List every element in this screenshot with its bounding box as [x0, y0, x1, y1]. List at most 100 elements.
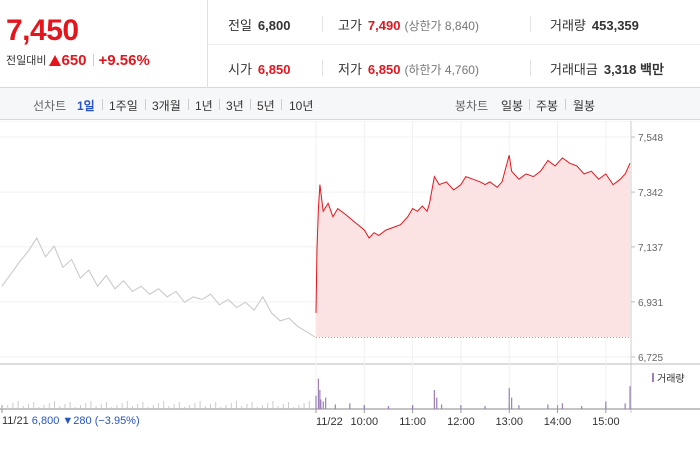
prev-day-volume-bar — [204, 406, 206, 409]
prev-day-volume-bar — [251, 402, 253, 409]
price-chart-area[interactable]: 7,548 7,342 7,137 6,931 6,725 11/22 10:00 11:00… — [0, 120, 700, 450]
prev-close-value: 6,800 — [257, 18, 291, 33]
period-tabbar: 선차트 1일 1주일 3개월 1년 3년 5년 10년 봉차트 일봉 주봉 월봉 — [0, 88, 700, 120]
tab-1w[interactable]: 1주일 — [109, 99, 138, 113]
prev-day-volume-bar — [225, 405, 227, 409]
divider — [322, 60, 323, 76]
prev-day-volume-bar — [137, 404, 139, 409]
tab-weekly-candle[interactable]: 주봉 — [536, 99, 559, 113]
prev-day-change: 280 — [73, 415, 92, 427]
divider — [188, 99, 189, 110]
prev-day-volume-bar — [74, 407, 76, 409]
y-tick-label: 7,137 — [638, 243, 663, 254]
prev-day-volume-bar — [48, 403, 50, 409]
prev-day-volume-bar — [43, 405, 45, 409]
tab-5y[interactable]: 5년 — [257, 99, 275, 113]
volume-bar — [320, 399, 322, 409]
prev-day-volume-bar — [282, 404, 284, 409]
volume-value: 453,359 — [591, 18, 639, 33]
prev-day-volume-bar — [230, 403, 232, 409]
prev-day-volume-bar — [288, 402, 289, 409]
trade-amount-label: 거래대금 — [550, 62, 598, 77]
volume-bar — [484, 405, 486, 409]
prev-day-volume-bar — [28, 404, 29, 409]
prev-day-volume-bar — [38, 407, 40, 409]
open: 시가 6,850 — [228, 59, 290, 78]
prev-day-change-rate: (−3.95%) — [94, 415, 140, 427]
prev-day-volume-bar — [64, 404, 66, 409]
prev-day-volume-bar — [100, 404, 102, 409]
tab-monthly-candle[interactable]: 월봉 — [573, 99, 596, 113]
volume-bar — [322, 401, 324, 409]
divider — [102, 99, 103, 110]
prev-day-volume-bar — [85, 403, 87, 409]
volume-bar — [319, 390, 321, 409]
open-value: 6,850 — [257, 62, 291, 77]
volume-bar — [433, 390, 435, 409]
prev-day-volume-bar — [132, 406, 133, 409]
open-label: 시가 — [228, 62, 252, 77]
prev-day-volume-bar — [298, 405, 300, 409]
row-divider — [208, 44, 700, 45]
trade-amount-value: 3,318 백만 — [603, 62, 664, 77]
volume: 거래량 453,359 — [550, 15, 639, 34]
prev-day-volume-bar — [147, 407, 149, 409]
today-price-line — [315, 155, 631, 313]
quote-header: 7,450 전일대비 650 +9.56% 전일 6,800 고가 7,490 (상한가 … — [0, 0, 700, 88]
tab-10y[interactable]: 10년 — [289, 99, 314, 113]
prev-day-volume-bar — [246, 404, 248, 409]
price-chart[interactable]: 7,548 7,342 7,137 6,931 6,725 11/22 10:00 11:00… — [0, 120, 700, 450]
volume-bar — [561, 403, 563, 409]
prev-day-volume-bar — [7, 405, 9, 409]
prev-day-volume-bar — [178, 402, 180, 409]
low-value: 6,850 — [367, 62, 401, 77]
tab-1d[interactable]: 1일 — [77, 99, 95, 113]
tab-1y[interactable]: 1년 — [195, 99, 213, 113]
prev-day-volume-bar — [168, 406, 170, 409]
low-label: 저가 — [338, 62, 362, 77]
x-tick-label: 13:00 — [495, 416, 523, 428]
volume-bar — [387, 405, 390, 409]
x-tick-label: 12:00 — [447, 416, 475, 428]
prev-day-volume-bar — [241, 406, 243, 409]
current-price: 7,450 — [6, 14, 79, 47]
prev-day-summary: 11/21 6,800 ▼280 (−3.95%) — [2, 415, 140, 427]
high-label: 고가 — [338, 18, 362, 33]
prev-day-volume-bar — [293, 407, 295, 409]
prev-day-volume-bar — [210, 404, 211, 409]
down-triangle-icon: ▼ — [59, 415, 74, 427]
prev-day-volume-bar — [194, 403, 196, 409]
change-value: 650 — [61, 52, 87, 69]
tab-3y[interactable]: 3년 — [226, 99, 244, 113]
prev-day-volume-bar — [303, 403, 305, 409]
tab-daily-candle[interactable]: 일봉 — [501, 99, 524, 113]
prev-close: 전일 6,800 — [228, 15, 290, 34]
today-price-area — [316, 155, 630, 337]
prev-day-volume-bar — [33, 402, 35, 409]
volume-bar — [605, 401, 607, 409]
prev-close-label: 전일 — [228, 18, 252, 33]
lower-limit: (하한가 4,760) — [404, 63, 479, 77]
prev-day-volume-bar — [220, 407, 222, 409]
volume-bar — [325, 397, 327, 409]
tab-3m[interactable]: 3개월 — [152, 99, 181, 113]
divider — [145, 99, 146, 110]
divider — [250, 99, 251, 110]
volume-bar — [436, 397, 438, 409]
prev-day-volume-bar — [163, 401, 165, 409]
volume-bar — [460, 405, 462, 409]
prev-day-volume-bar — [126, 401, 128, 409]
volume-bar — [412, 405, 414, 409]
y-tick-label: 7,548 — [638, 133, 663, 144]
prev-day-volume-bar — [69, 402, 71, 409]
volume-bar — [317, 378, 320, 409]
volume-bar — [441, 404, 443, 409]
high-value: 7,490 — [367, 18, 401, 33]
prev-day-volume-bar — [308, 401, 310, 409]
volume-bar — [511, 397, 513, 409]
trade-amount: 거래대금 3,318 백만 — [550, 59, 664, 78]
volume-legend-swatch — [652, 373, 654, 382]
x-tick-label: 15:00 — [592, 416, 620, 428]
volume-bar — [349, 403, 351, 409]
prev-day-volume-bar — [267, 403, 269, 409]
